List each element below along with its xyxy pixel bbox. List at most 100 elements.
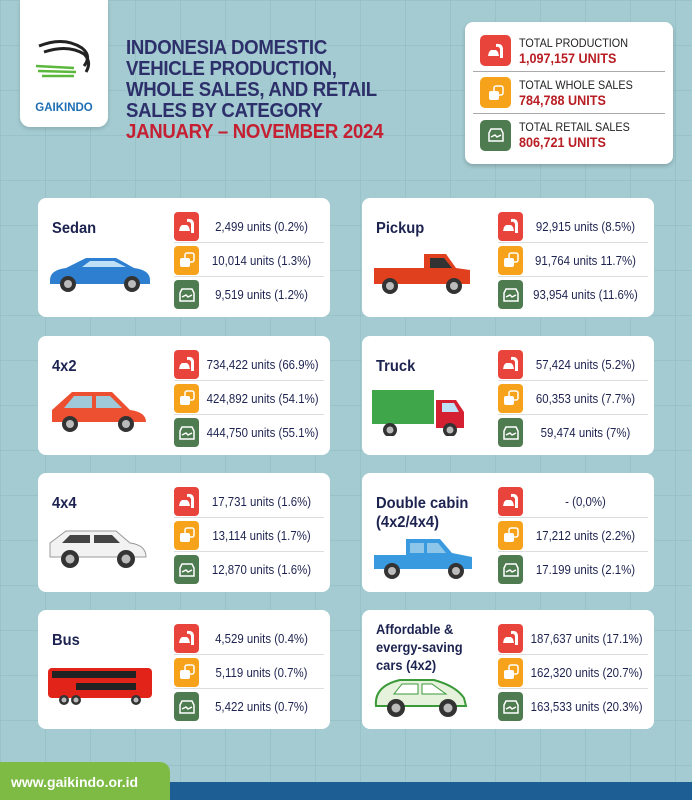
stat-value: 60,353 units (7.7%) xyxy=(535,390,636,406)
stat-row-wholesales: 91,764 units 11.7%) xyxy=(498,244,648,277)
production-icon xyxy=(498,486,523,516)
total-row: TOTAL WHOLE SALES 784,788 UNITS xyxy=(473,72,665,114)
production-icon xyxy=(174,623,199,653)
wholesales-icon xyxy=(174,520,199,550)
category-name: Double cabin (4x2/4x4) xyxy=(376,495,469,531)
total-value: 784,788 UNITS xyxy=(519,91,606,108)
stat-value: 187,637 units (17.1%) xyxy=(530,630,643,646)
title-line: VEHICLE PRODUCTION, xyxy=(126,58,337,80)
stat-row-wholesales: 5,119 units (0.7%) xyxy=(174,656,324,689)
production-icon xyxy=(498,349,523,379)
retail-handshake-icon xyxy=(498,555,523,584)
retail-handshake-icon xyxy=(498,280,523,309)
stat-value: 57,424 units (5.2%) xyxy=(535,356,636,372)
wholesales-icon xyxy=(498,245,523,275)
stat-value: - (0,0%) xyxy=(565,493,606,509)
category-card: Sedan 2,499 units (0.2%) 10,014 units (1… xyxy=(38,198,330,317)
stat-row-retail: 5,422 units (0.7%) xyxy=(174,690,324,723)
stat-value: 92,915 units (8.5%) xyxy=(535,218,636,234)
category-card: 4x4 17,731 units (1.6%) 13,114 units (1.… xyxy=(38,473,330,592)
stat-row-retail: 9,519 units (1.2%) xyxy=(174,278,324,311)
stat-row-retail: 93,954 units (11.6%) xyxy=(498,278,648,311)
wholesales-icon xyxy=(174,383,199,413)
stat-row-retail: 17.199 units (2.1%) xyxy=(498,553,648,586)
wholesales-icon xyxy=(174,245,199,275)
category-name: 4x2 xyxy=(52,358,77,375)
title-line: WHOLE SALES, AND RETAIL xyxy=(126,79,377,101)
stat-row-production: 17,731 units (1.6%) xyxy=(174,485,324,518)
brand-name: GAIKINDO xyxy=(35,102,93,114)
category-name: Bus xyxy=(52,632,80,649)
stat-row-production: 57,424 units (5.2%) xyxy=(498,348,648,381)
stat-row-wholesales: 17,212 units (2.2%) xyxy=(498,519,648,552)
stat-value: 162,320 units (20.7%) xyxy=(530,664,643,680)
suv-icon xyxy=(46,525,156,578)
title-line: SALES BY CATEGORY xyxy=(126,100,323,122)
total-label: TOTAL RETAIL SALES xyxy=(519,120,630,134)
category-name: Truck xyxy=(376,358,416,375)
website-link[interactable]: www.gaikindo.or.id xyxy=(0,762,170,800)
sedan-icon xyxy=(46,250,156,303)
production-icon xyxy=(498,623,523,653)
stat-row-retail: 444,750 units (55.1%) xyxy=(174,416,324,449)
stat-row-production: 734,422 units (66.9%) xyxy=(174,348,324,381)
bus-icon xyxy=(46,662,156,715)
stat-value: 91,764 units 11.7%) xyxy=(535,252,636,268)
stat-value: 9,519 units (1.2%) xyxy=(215,287,308,302)
double-cabin-icon xyxy=(370,535,480,588)
category-card: Affordable & evergy-saving cars (4x2) 18… xyxy=(362,610,654,729)
page-title: INDONESIA DOMESTIC VEHICLE PRODUCTION, W… xyxy=(126,38,383,143)
wholesales-icon xyxy=(498,383,523,413)
category-name: Affordable & evergy-saving cars (4x2) xyxy=(376,621,463,673)
footer-bar xyxy=(170,782,692,800)
stat-value: 734,422 units (66.9%) xyxy=(206,356,319,372)
wholesales-icon xyxy=(498,657,523,687)
total-row: TOTAL PRODUCTION 1,097,157 UNITS xyxy=(473,30,665,72)
production-icon xyxy=(174,349,199,379)
retail-handshake-icon xyxy=(480,119,511,151)
category-card: 4x2 734,422 units (66.9%) 424,892 units … xyxy=(38,336,330,455)
stat-row-retail: 163,533 units (20.3%) xyxy=(498,690,648,723)
category-card: Double cabin (4x2/4x4) - (0,0%) 17,212 u… xyxy=(362,473,654,592)
totals-panel: TOTAL PRODUCTION 1,097,157 UNITS TOTAL W… xyxy=(465,22,673,164)
stat-row-production: 4,529 units (0.4%) xyxy=(174,622,324,655)
stat-row-wholesales: 424,892 units (54.1%) xyxy=(174,382,324,415)
total-label: TOTAL PRODUCTION xyxy=(519,35,629,50)
retail-handshake-icon xyxy=(174,692,199,721)
total-value: 806,721 UNITS xyxy=(519,134,606,150)
production-icon xyxy=(174,486,199,516)
category-card: Truck 57,424 units (5.2%) 60,353 units (… xyxy=(362,336,654,455)
category-name: Pickup xyxy=(376,220,425,237)
stat-value: 93,954 units (11.6%) xyxy=(533,287,638,302)
total-row: TOTAL RETAIL SALES 806,721 UNITS xyxy=(473,114,665,156)
pickup-icon xyxy=(370,250,480,303)
stat-value: 444,750 units (55.1%) xyxy=(206,425,319,440)
stat-row-production: 187,637 units (17.1%) xyxy=(498,622,648,655)
retail-handshake-icon xyxy=(498,692,523,721)
stat-value: 5,422 units (0.7%) xyxy=(215,699,308,714)
truck-icon xyxy=(370,388,480,441)
wholesales-icon xyxy=(174,657,199,687)
stat-value: 13,114 units (1.7%) xyxy=(212,527,311,543)
category-card: Pickup 92,915 units (8.5%) 91,764 units … xyxy=(362,198,654,317)
retail-handshake-icon xyxy=(174,418,199,447)
total-label: TOTAL WHOLE SALES xyxy=(519,77,633,92)
stat-row-wholesales: 60,353 units (7.7%) xyxy=(498,382,648,415)
stat-value: 5,119 units (0.7%) xyxy=(215,664,308,680)
stat-row-production: 92,915 units (8.5%) xyxy=(498,210,648,243)
stat-value: 17,731 units (1.6%) xyxy=(211,493,312,509)
hatchback-icon xyxy=(46,388,156,441)
category-name: Sedan xyxy=(52,220,97,237)
stat-value: 59,474 units (7%) xyxy=(540,425,631,440)
stat-value: 2,499 units (0.2%) xyxy=(215,218,308,234)
stat-value: 17.199 units (2.1%) xyxy=(535,562,636,577)
stat-row-retail: 59,474 units (7%) xyxy=(498,416,648,449)
stat-row-wholesales: 162,320 units (20.7%) xyxy=(498,656,648,689)
category-name: 4x4 xyxy=(52,495,77,512)
stat-value: 4,529 units (0.4%) xyxy=(215,630,308,646)
stat-value: 17,212 units (2.2%) xyxy=(535,527,636,543)
stat-row-wholesales: 10,014 units (1.3%) xyxy=(174,244,324,277)
eco-car-icon xyxy=(370,672,480,725)
stat-value: 163,533 units (20.3%) xyxy=(530,699,643,714)
stat-row-wholesales: 13,114 units (1.7%) xyxy=(174,519,324,552)
